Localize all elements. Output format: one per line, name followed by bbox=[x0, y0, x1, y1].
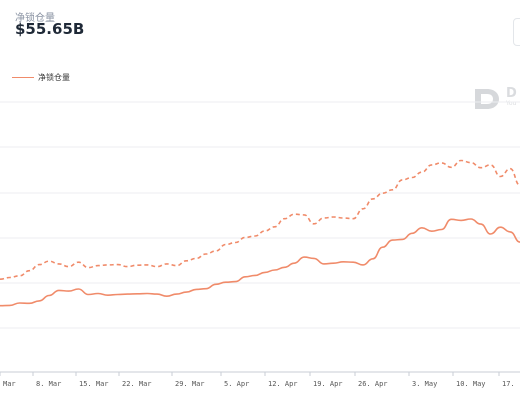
legend-label: 净锁仓量 bbox=[38, 73, 70, 82]
series-line-dashed[interactable] bbox=[0, 159, 520, 280]
x-tick-label: 19. Apr bbox=[313, 380, 343, 388]
x-tick-label: 5. Apr bbox=[224, 380, 249, 388]
x-tick-label: 29. Mar bbox=[175, 380, 205, 388]
x-tick-label: 12. Apr bbox=[268, 380, 298, 388]
x-tick-label: 15. Mar bbox=[79, 380, 109, 388]
metric-label: 净锁仓量 bbox=[15, 13, 55, 24]
x-tick-label: Mar bbox=[3, 380, 16, 388]
x-tick-label: 10. May bbox=[456, 380, 486, 388]
legend-swatch bbox=[12, 77, 34, 78]
x-tick-label: 8. Mar bbox=[36, 380, 61, 388]
series-line-solid[interactable] bbox=[0, 218, 520, 307]
x-tick-label: 26. Apr bbox=[358, 380, 388, 388]
watermark-name: D bbox=[506, 86, 517, 101]
x-tick-label: 17. bbox=[502, 380, 515, 388]
x-tick-label: 3. May bbox=[412, 380, 437, 388]
watermark: D You bbox=[473, 87, 517, 111]
x-tick-label: 22. Mar bbox=[122, 380, 152, 388]
metric-value: $55.65B bbox=[15, 20, 85, 38]
chart-legend[interactable]: 净锁仓量 bbox=[12, 72, 70, 83]
brand-logo-icon bbox=[475, 89, 499, 109]
watermark-subtitle: You bbox=[506, 100, 517, 107]
chart-menu-button[interactable] bbox=[513, 18, 520, 46]
